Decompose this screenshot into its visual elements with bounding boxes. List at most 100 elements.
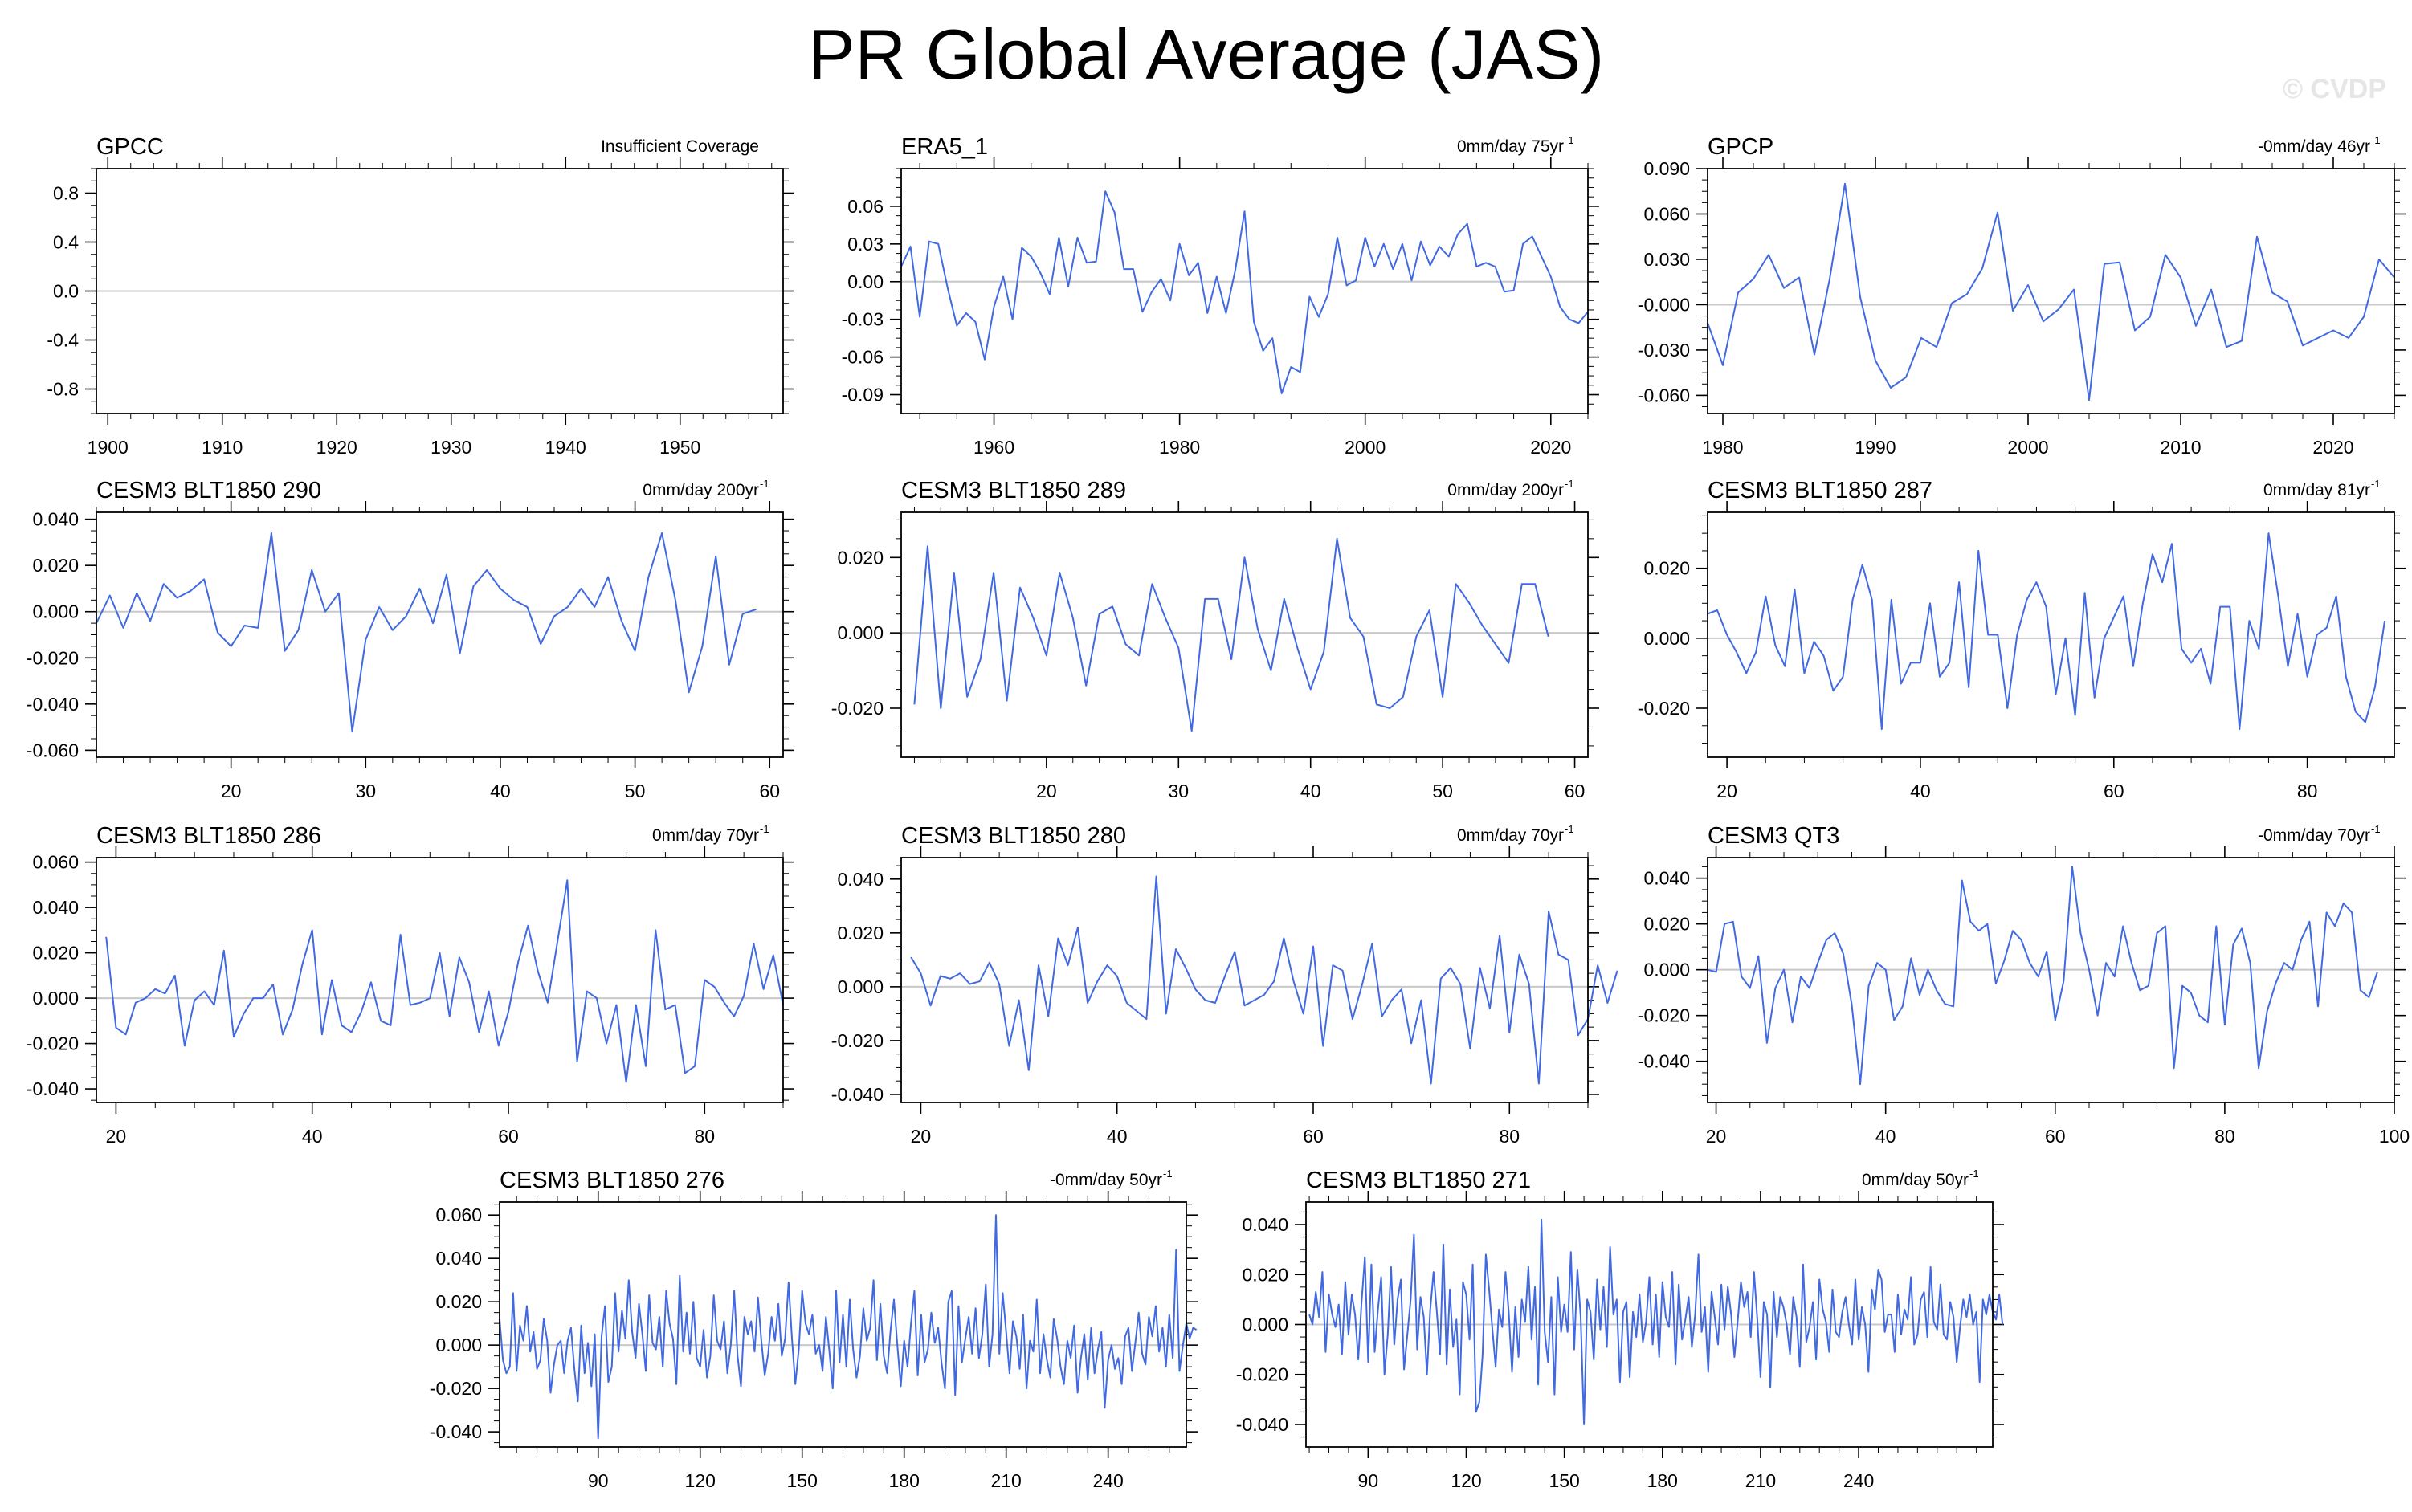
panel-4: CESM3 BLT1850 290 0mm/day 200yr -1 -0.060 -0… bbox=[27, 478, 794, 801]
panel-title: CESM3 QT3 bbox=[1708, 823, 1839, 849]
series-line bbox=[105, 879, 784, 1083]
panel-note: 0mm/day 81yr bbox=[2263, 481, 2370, 499]
y-tick-label: 0.040 bbox=[435, 1248, 482, 1269]
y-tick-label: -0.020 bbox=[27, 647, 79, 668]
y-tick-label: -0.020 bbox=[1638, 698, 1690, 719]
plot-frame bbox=[1305, 1201, 1994, 1448]
y-tick-label: 0.000 bbox=[837, 976, 884, 997]
series-line bbox=[96, 532, 757, 733]
y-tick-label: -0.4 bbox=[47, 330, 79, 351]
x-tick-label: 80 bbox=[1499, 1126, 1520, 1147]
panel-note: 0mm/day 50yr bbox=[1862, 1171, 1969, 1189]
x-tick-label: 40 bbox=[1910, 780, 1931, 801]
plot-frame bbox=[1707, 168, 2395, 414]
panel-note-exponent: -1 bbox=[1163, 1168, 1173, 1180]
series-line bbox=[1308, 1218, 2004, 1425]
panel-2: ERA5_1 0mm/day 75yr -1 -0.09 -0.06 -0.03 0.00 0… bbox=[842, 134, 1599, 458]
panel-title: CESM3 BLT1850 280 bbox=[901, 823, 1126, 849]
y-tick-label: 0.040 bbox=[1242, 1214, 1288, 1235]
panel-7: CESM3 BLT1850 286 0mm/day 70yr -1 -0.040 -0.… bbox=[27, 823, 794, 1147]
cvdp-watermark: © CVDP bbox=[2283, 74, 2386, 104]
x-tick-label: 90 bbox=[1358, 1470, 1379, 1491]
panel-8: CESM3 BLT1850 280 0mm/day 70yr -1 -0.040 -0.… bbox=[831, 823, 1618, 1147]
chart-main-title: PR Global Average (JAS) bbox=[807, 14, 1605, 94]
y-tick-label: 0.060 bbox=[32, 852, 79, 873]
x-tick-label: 150 bbox=[787, 1470, 818, 1491]
x-tick-label: 1990 bbox=[1855, 437, 1896, 458]
y-tick-label: 0.020 bbox=[837, 547, 884, 568]
x-tick-label: 2020 bbox=[2312, 437, 2353, 458]
series-line bbox=[499, 1214, 1198, 1440]
x-tick-label: 40 bbox=[302, 1126, 323, 1147]
x-tick-label: 50 bbox=[1432, 780, 1453, 801]
y-tick-label: 0.000 bbox=[32, 601, 79, 622]
y-tick-label: 0.000 bbox=[435, 1335, 482, 1355]
y-tick-label: -0.8 bbox=[47, 379, 79, 400]
panel-3: GPCP -0mm/day 46yr -1 -0.060 -0.030 -0.000 0.0… bbox=[1638, 134, 2406, 458]
plot-frame bbox=[96, 857, 784, 1103]
panel-title: GPCC bbox=[96, 134, 164, 160]
panel-note: 0mm/day 75yr bbox=[1457, 137, 1564, 156]
x-tick-label: 1950 bbox=[659, 437, 700, 458]
y-tick-label: 0.020 bbox=[1242, 1264, 1288, 1285]
y-tick-label: -0.03 bbox=[842, 309, 884, 330]
x-tick-label: 240 bbox=[1092, 1470, 1123, 1491]
x-tick-label: 1980 bbox=[1702, 437, 1743, 458]
y-tick-label: -0.040 bbox=[1236, 1414, 1288, 1435]
x-tick-label: 1900 bbox=[88, 437, 129, 458]
x-tick-label: 180 bbox=[889, 1470, 920, 1491]
y-tick-label: -0.040 bbox=[27, 1078, 79, 1099]
x-tick-label: 1940 bbox=[545, 437, 586, 458]
plot-frame bbox=[900, 168, 1589, 414]
panel-note-exponent: -1 bbox=[1969, 1168, 1979, 1180]
panel-note: -0mm/day 46yr bbox=[2258, 137, 2370, 156]
x-tick-label: 2000 bbox=[1345, 437, 1386, 458]
y-tick-label: -0.060 bbox=[27, 740, 79, 760]
x-tick-label: 240 bbox=[1843, 1470, 1874, 1491]
x-tick-label: 80 bbox=[2297, 780, 2318, 801]
panel-note-exponent: -1 bbox=[760, 823, 769, 835]
x-tick-label: 2020 bbox=[1530, 437, 1571, 458]
panel-note-exponent: -1 bbox=[1565, 134, 1574, 146]
x-tick-label: 1930 bbox=[431, 437, 471, 458]
y-tick-label: -0.000 bbox=[1638, 294, 1690, 315]
plot-frame bbox=[1707, 857, 2395, 1103]
y-tick-label: 0.000 bbox=[1643, 960, 1690, 980]
panel-10: CESM3 BLT1850 276 -0mm/day 50yr -1 -0.040 -0… bbox=[430, 1168, 1198, 1491]
x-tick-label: 1960 bbox=[973, 437, 1014, 458]
panel-note: Insufficient Coverage bbox=[601, 137, 759, 156]
series-line bbox=[913, 537, 1549, 732]
y-tick-label: 0.030 bbox=[1643, 249, 1690, 270]
x-tick-label: 40 bbox=[1300, 780, 1321, 801]
plot-frame bbox=[900, 511, 1589, 758]
y-tick-label: -0.030 bbox=[1638, 340, 1690, 361]
panel-9: CESM3 QT3 -0mm/day 70yr -1 -0.040 -0.020 0.00… bbox=[1638, 823, 2410, 1147]
y-tick-label: 0.040 bbox=[32, 897, 79, 918]
panel-note: -0mm/day 70yr bbox=[2258, 826, 2370, 845]
x-tick-label: 1910 bbox=[202, 437, 243, 458]
plot-frame bbox=[1707, 511, 2395, 758]
panel-note-exponent: -1 bbox=[760, 478, 769, 490]
panel-note-exponent: -1 bbox=[2371, 823, 2381, 835]
panel-1: GPCC Insufficient Coverage -0.8 -0.4 0.0 0.4 0… bbox=[47, 134, 794, 458]
x-tick-label: 2000 bbox=[2007, 437, 2048, 458]
y-tick-label: 0.06 bbox=[847, 196, 884, 217]
series-line bbox=[1707, 532, 2385, 731]
x-tick-label: 20 bbox=[221, 780, 242, 801]
y-tick-label: -0.020 bbox=[430, 1378, 482, 1399]
panel-title: ERA5_1 bbox=[901, 134, 988, 160]
panel-note-exponent: -1 bbox=[2371, 134, 2381, 146]
y-tick-label: 0.03 bbox=[847, 234, 884, 255]
panel-note: 0mm/day 200yr bbox=[1447, 481, 1564, 499]
y-tick-label: 0.020 bbox=[837, 923, 884, 943]
panel-note: -0mm/day 50yr bbox=[1050, 1171, 1162, 1189]
y-tick-label: 0.000 bbox=[32, 988, 79, 1009]
x-tick-label: 210 bbox=[1745, 1470, 1776, 1491]
panel-note: 0mm/day 70yr bbox=[652, 826, 759, 845]
x-tick-label: 60 bbox=[1303, 1126, 1324, 1147]
panel-note-exponent: -1 bbox=[1565, 478, 1574, 490]
x-tick-label: 60 bbox=[1565, 780, 1586, 801]
y-tick-label: 0.000 bbox=[1643, 628, 1690, 649]
y-tick-label: 0.020 bbox=[1643, 558, 1690, 579]
y-tick-label: -0.020 bbox=[1638, 1005, 1690, 1026]
